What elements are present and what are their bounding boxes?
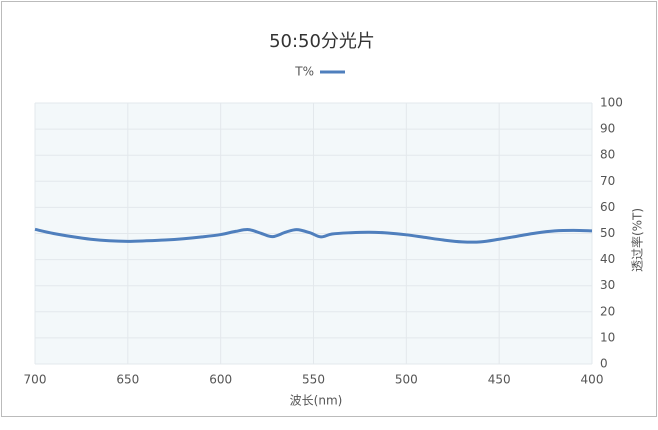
- y-tick-label: 10: [600, 330, 615, 344]
- chart-title: 50:50分光片: [269, 31, 375, 52]
- series-line: [34, 227, 593, 244]
- y-tick-label: 0: [600, 357, 608, 371]
- legend-label: T%: [294, 65, 314, 79]
- y-tick-label: 80: [600, 148, 615, 162]
- x-tick-label: 500: [395, 373, 418, 387]
- y-tick-label: 40: [600, 252, 615, 266]
- x-tick-label: 450: [488, 373, 511, 387]
- y-tick-label: 60: [600, 200, 615, 214]
- x-tick-label: 650: [116, 373, 139, 387]
- x-axis-label: 波长(nm): [290, 394, 343, 408]
- x-tick-label: 550: [302, 373, 325, 387]
- y-tick-label: 20: [600, 304, 615, 318]
- y-tick-label: 100: [600, 96, 623, 110]
- x-tick-label: 400: [581, 373, 604, 387]
- y-tick-label: 30: [600, 278, 615, 292]
- y-axis-label: 透过率(%T): [630, 208, 645, 272]
- y-tick-label: 50: [600, 226, 615, 240]
- x-tick-label: 600: [209, 373, 232, 387]
- x-tick-label: 700: [24, 373, 47, 387]
- y-tick-label: 90: [600, 122, 615, 136]
- plot-group: 50:50分光片 波长(nm) 透过率(%T) 0 10 20 30 40 50 60 70 8…: [24, 31, 645, 408]
- y-tick-label: 70: [600, 174, 615, 188]
